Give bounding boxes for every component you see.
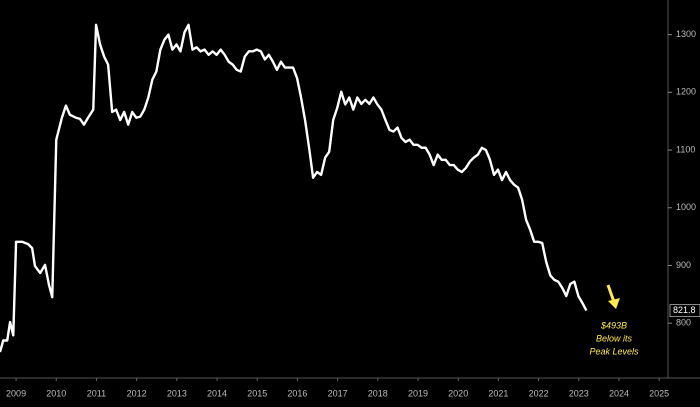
x-tick-label: 2025: [649, 388, 669, 398]
x-tick-label: 2017: [328, 388, 348, 398]
last-value-box: [669, 304, 700, 317]
y-tick-label: 1300: [676, 29, 696, 39]
x-tick-label: 2011: [87, 388, 106, 398]
y-tick-label: 800: [676, 318, 691, 328]
x-tick-label: 2021: [488, 388, 508, 398]
x-tick-label: 2023: [569, 388, 589, 398]
x-tick-label: 2016: [287, 388, 307, 398]
x-tick-label: 2022: [529, 388, 549, 398]
x-tick-label: 2020: [448, 388, 468, 398]
x-tick-label: 2015: [247, 388, 267, 398]
annotation-text: Below its: [596, 333, 633, 343]
y-tick-label: 900: [676, 260, 691, 270]
y-tick-label: 1000: [676, 202, 696, 212]
x-tick-label: 2018: [368, 388, 388, 398]
x-tick-label: 2024: [609, 388, 629, 398]
annotation-text: $493B: [600, 320, 627, 330]
x-tick-label: 2019: [408, 388, 428, 398]
annotation-arrow: [606, 284, 616, 303]
last-value-label: 821.8: [673, 305, 696, 315]
x-tick-label: 2013: [167, 388, 187, 398]
x-tick-label: 2012: [127, 388, 147, 398]
x-tick-label: 2009: [6, 388, 26, 398]
annotation-text: Peak Levels: [589, 346, 639, 356]
y-tick-label: 1200: [676, 87, 696, 97]
x-tick-label: 2014: [207, 388, 227, 398]
y-tick-label: 1100: [676, 144, 695, 154]
annotation-arrowhead: [608, 298, 620, 309]
x-tick-label: 2010: [46, 388, 66, 398]
line-series: [0, 23, 588, 353]
